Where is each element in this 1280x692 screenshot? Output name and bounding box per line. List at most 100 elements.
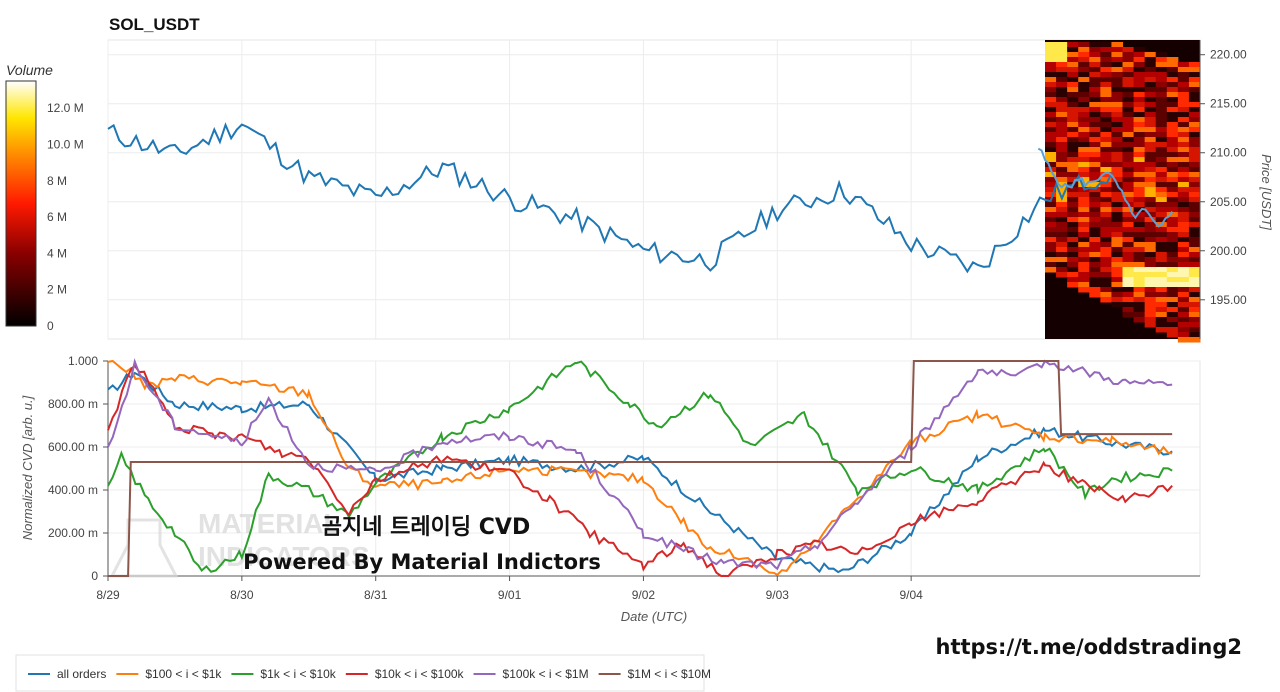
heatmap-cell (1188, 292, 1201, 298)
heatmap-cell (1056, 172, 1068, 178)
heatmap-cell (1056, 187, 1068, 193)
heatmap-cell (1111, 237, 1123, 243)
heatmap-cell (1100, 287, 1112, 293)
heatmap-cell (1133, 272, 1146, 278)
heatmap-cell (1078, 282, 1090, 288)
heatmap-cell (1067, 47, 1079, 53)
heatmap-cell (1155, 247, 1168, 253)
heatmap-cell (1111, 272, 1123, 278)
price-tick-label: 210.00 (1210, 146, 1247, 160)
heatmap-cell (1067, 232, 1079, 238)
heatmap-cell (1067, 227, 1079, 233)
heatmap-cell (1100, 107, 1112, 113)
heatmap-cell (1188, 252, 1201, 258)
heatmap-cell (1166, 97, 1179, 103)
heatmap-cell (1111, 212, 1123, 218)
heatmap-cell (1133, 277, 1146, 283)
cvd-line (107, 358, 1173, 571)
heatmap-cell (1133, 212, 1146, 218)
heatmap-cell (1177, 222, 1190, 228)
heatmap-cell (1188, 297, 1201, 303)
heatmap-cell (1188, 137, 1201, 143)
heatmap-cell (1155, 317, 1168, 323)
heatmap-cell (1155, 107, 1168, 113)
heatmap-cell (1166, 147, 1179, 153)
heatmap-cell (1133, 57, 1146, 63)
heatmap-cell (1111, 217, 1123, 223)
heatmap-cell (1111, 157, 1123, 163)
heatmap-cell (1155, 137, 1168, 143)
heatmap-cell (1133, 237, 1146, 243)
heatmap-cell (1045, 207, 1057, 213)
heatmap-cell (1155, 292, 1168, 298)
heatmap-cell (1155, 187, 1168, 193)
heatmap-cell (1155, 132, 1168, 138)
heatmap-cell (1155, 277, 1168, 283)
heatmap-cell (1100, 267, 1112, 273)
heatmap-cell (1188, 152, 1201, 158)
heatmap-cell (1111, 162, 1123, 168)
heatmap-cell (1155, 327, 1168, 333)
heatmap-cell (1045, 202, 1057, 208)
heatmap-cell (1089, 102, 1101, 108)
heatmap-cell (1166, 72, 1179, 78)
heatmap-cell (1188, 197, 1201, 203)
heatmap-cell (1056, 152, 1068, 158)
heatmap-cell (1100, 52, 1112, 58)
heatmap-cell (1067, 222, 1079, 228)
heatmap-cell (1067, 202, 1079, 208)
heatmap-cell (1177, 322, 1190, 328)
heatmap-cell (1166, 237, 1179, 243)
heatmap-cell (1133, 107, 1146, 113)
heatmap-cell (1078, 172, 1090, 178)
heatmap-cell (1056, 52, 1068, 58)
heatmap-cell (1067, 97, 1079, 103)
heatmap-cell (1166, 122, 1179, 128)
heatmap-cell (1122, 112, 1135, 118)
heatmap-cell (1078, 227, 1090, 233)
heatmap-cell (1078, 207, 1090, 213)
heatmap-cell (1166, 312, 1179, 318)
heatmap-cell (1111, 52, 1123, 58)
heatmap-cell (1111, 42, 1123, 48)
heatmap-cell (1111, 132, 1123, 138)
heatmap-cell (1089, 67, 1101, 73)
heatmap-cell (1111, 172, 1123, 178)
heatmap-cell (1056, 42, 1068, 48)
heatmap-cell (1078, 57, 1090, 63)
heatmap-cell (1100, 97, 1112, 103)
colorbar-title: Volume (6, 62, 53, 78)
heatmap-cell (1078, 77, 1090, 83)
heatmap-cell (1089, 247, 1101, 253)
heatmap-cell (1122, 302, 1135, 308)
heatmap-cell (1078, 242, 1090, 248)
heatmap-cell (1056, 212, 1068, 218)
date-tick-label: 9/04 (899, 588, 923, 602)
legend-label: all orders (57, 667, 106, 681)
heatmap-cell (1155, 177, 1168, 183)
heatmap-cell (1166, 247, 1179, 253)
heatmap-cell (1078, 117, 1090, 123)
heatmap-cell (1122, 292, 1135, 298)
heatmap-cell (1155, 252, 1168, 258)
cvd-line (107, 360, 1173, 573)
heatmap-cell (1111, 82, 1123, 88)
telegram-link[interactable]: https://t.me/oddstrading2 (936, 635, 1243, 659)
heatmap-cell (1100, 72, 1112, 78)
heatmap-cell (1100, 242, 1112, 248)
heatmap-cell (1122, 272, 1135, 278)
heatmap-cell (1122, 237, 1135, 243)
heatmap-cell (1122, 162, 1135, 168)
heatmap-cell (1045, 112, 1057, 118)
heatmap-cell (1133, 172, 1146, 178)
heatmap-cell (1089, 192, 1101, 198)
heatmap-cell (1155, 267, 1168, 273)
heatmap-cell (1144, 82, 1157, 88)
heatmap-cell (1045, 107, 1057, 113)
heatmap-cell (1188, 242, 1201, 248)
heatmap-cell (1056, 122, 1068, 128)
heatmap-cell (1078, 42, 1090, 48)
heatmap-cell (1111, 107, 1123, 113)
heatmap-cell (1144, 232, 1157, 238)
heatmap-cell (1177, 197, 1190, 203)
